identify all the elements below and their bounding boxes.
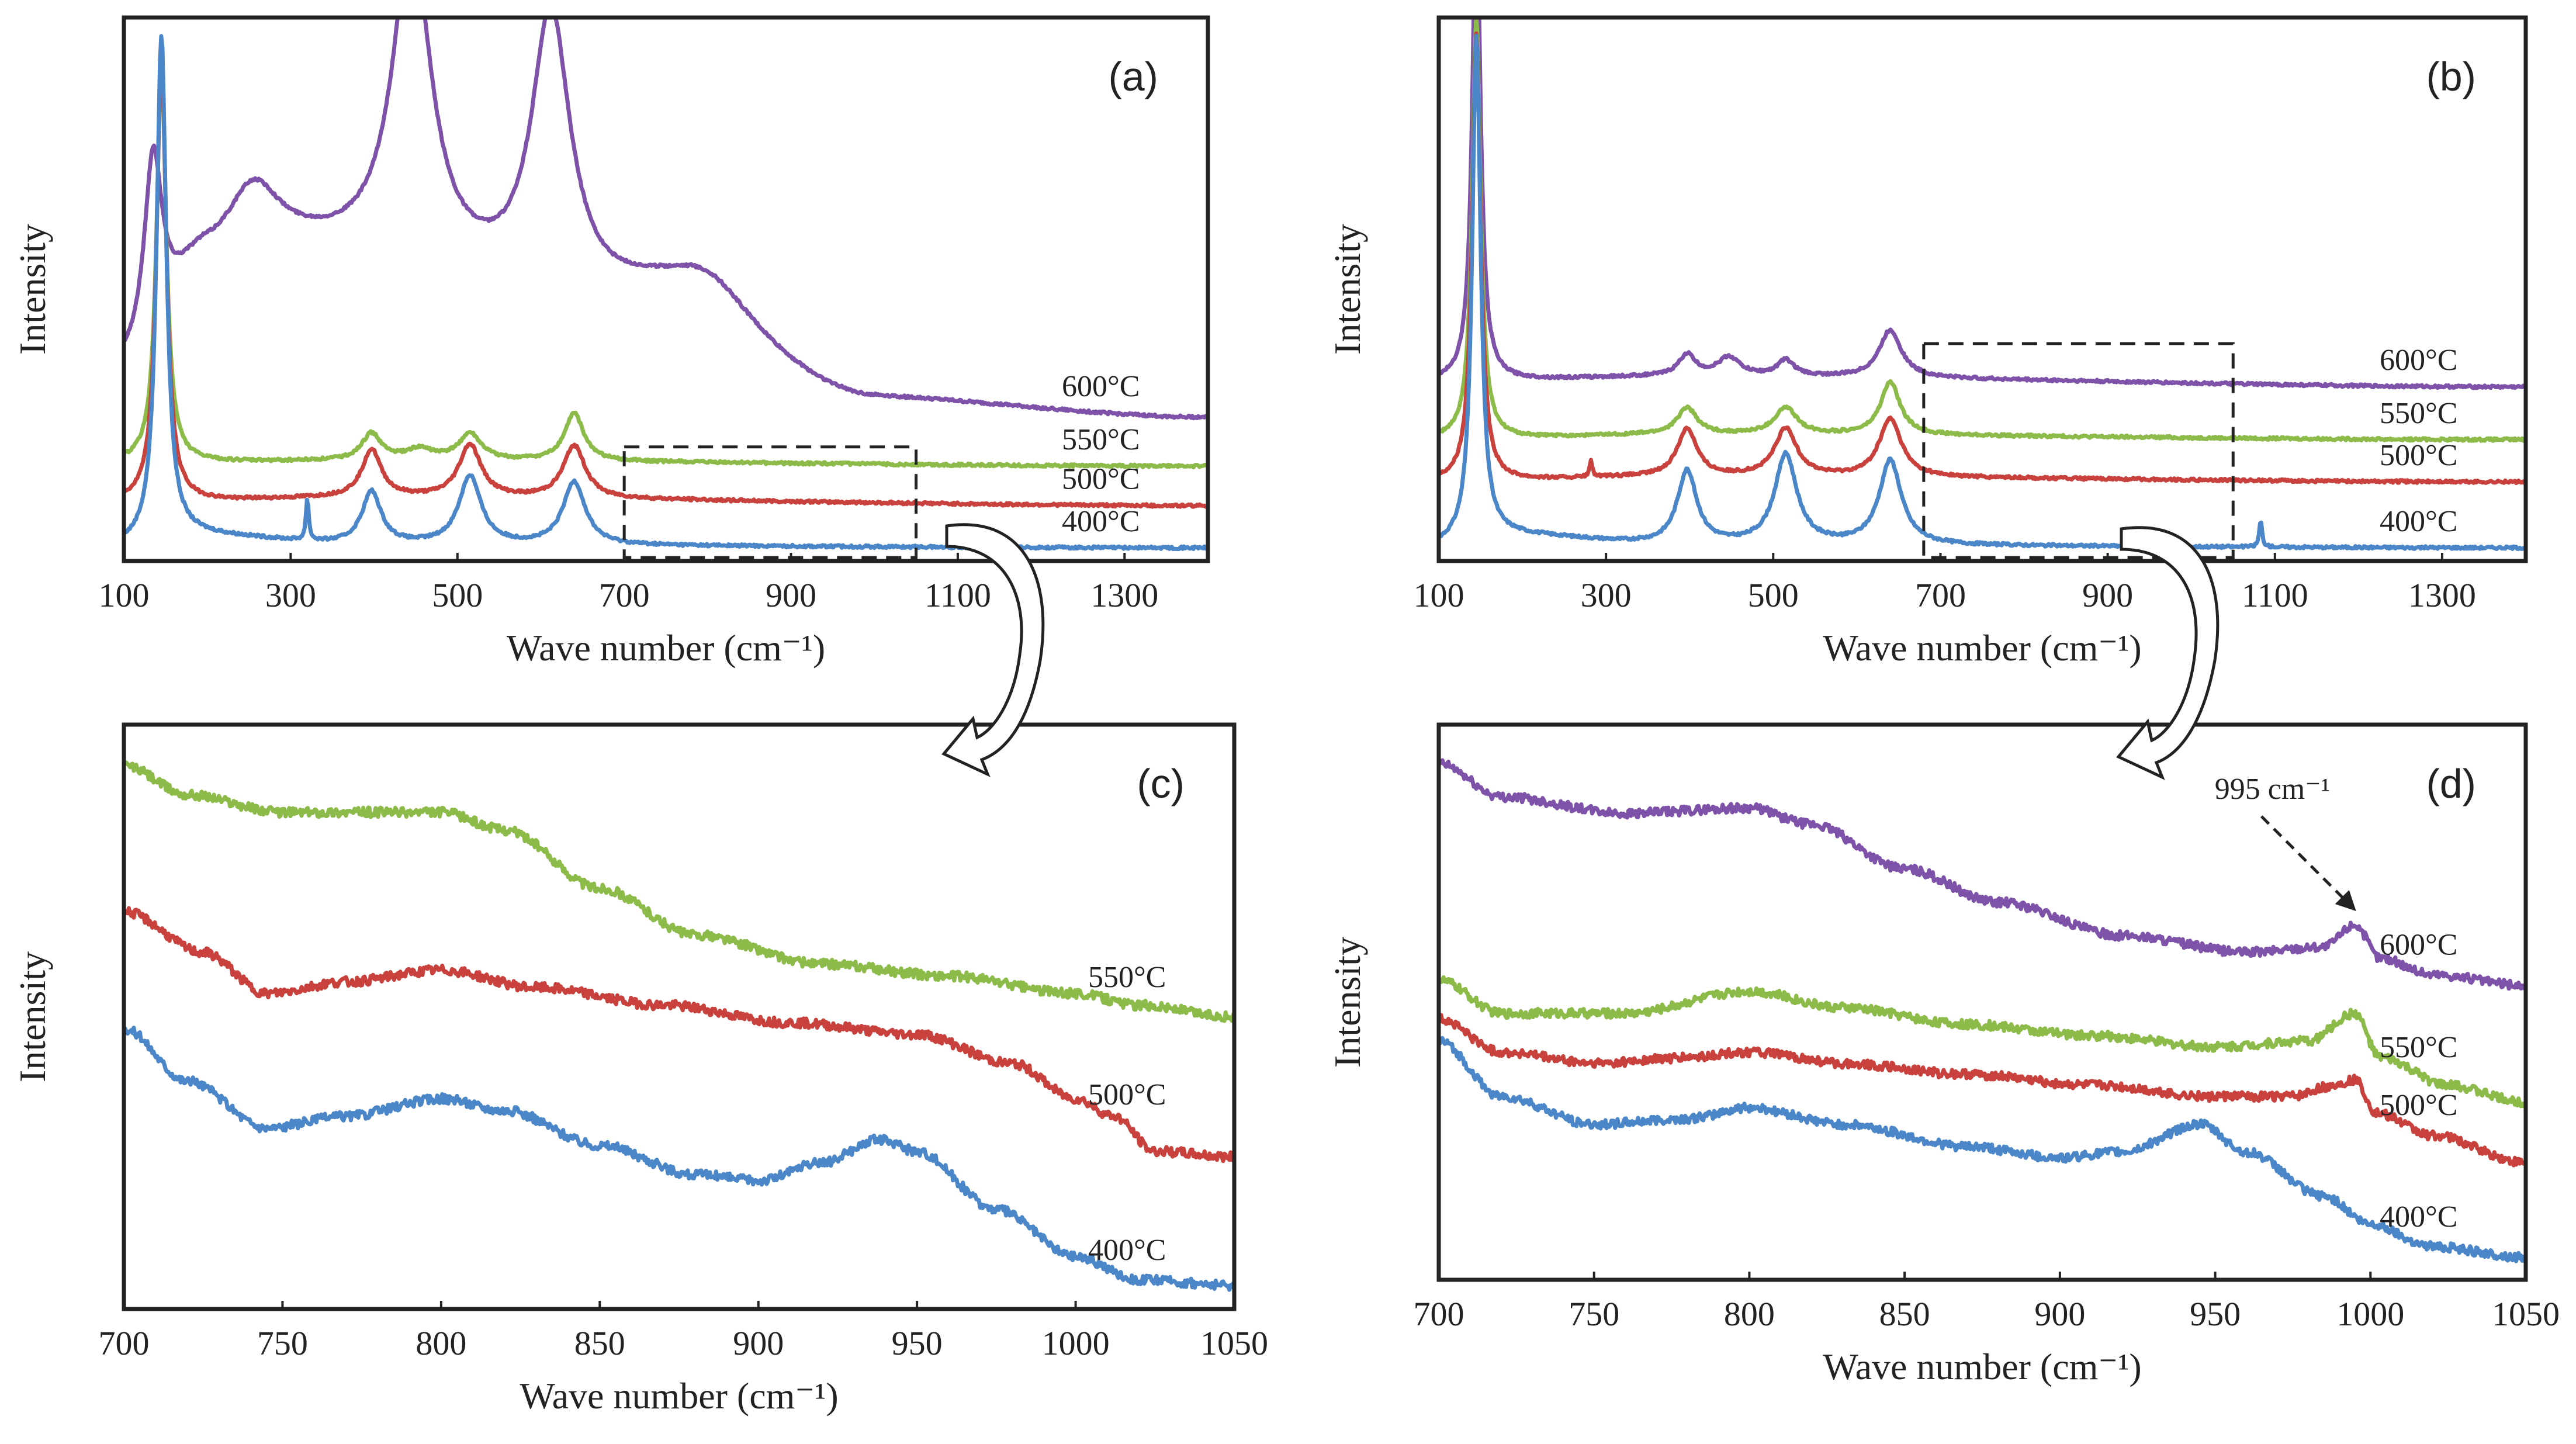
series-line-b-500c xyxy=(1439,31,2526,485)
plot-frame-d xyxy=(1436,722,2528,1282)
x-tick-label: 950 xyxy=(2190,1295,2241,1333)
series-label-b-600c: 600°C xyxy=(2380,344,2457,377)
panel-b-chart: 600°C 550°C 500°C 400°C 100 300 500 700 900 1100 1… xyxy=(1327,15,2528,669)
x-tick-label: 900 xyxy=(2082,576,2133,614)
series-label-b-550c: 550°C xyxy=(2380,397,2457,430)
panel-c-chart: 550°C 500°C 400°C 700 750 800 850 900 950 1000 105… xyxy=(12,722,1268,1417)
x-tick-label: 750 xyxy=(1569,1295,1619,1333)
series-label-d-500c: 500°C xyxy=(2380,1089,2457,1122)
series-label-d-600c: 600°C xyxy=(2380,929,2457,962)
series-line-c-400c xyxy=(124,1026,1234,1292)
series-line-d-600c xyxy=(1439,758,2526,991)
series-line-a-500c xyxy=(124,53,1208,509)
x-tick-label: 700 xyxy=(599,576,650,614)
x-tick-label: 900 xyxy=(733,1324,784,1362)
series-line-b-400c xyxy=(1439,33,2526,551)
x-axis-title-a: Wave number (cm⁻¹) xyxy=(507,627,825,669)
series-line-a-400c xyxy=(124,34,1208,551)
series-label-a-500c: 500°C xyxy=(1062,462,1140,496)
annotation-label-d: 995 cm⁻¹ xyxy=(2215,773,2331,806)
series-label-b-500c: 500°C xyxy=(2380,439,2457,472)
x-tick-label: 700 xyxy=(1414,1295,1464,1333)
series-label-a-600c: 600°C xyxy=(1062,370,1140,403)
plot-frame-a xyxy=(122,15,1210,563)
x-tick-label: 950 xyxy=(892,1324,943,1362)
zoom-link-arrow-b xyxy=(2116,526,2220,780)
x-tick-label: 850 xyxy=(1879,1295,1930,1333)
series-line-b-600c xyxy=(1439,18,2526,390)
series-line-d-400c xyxy=(1439,1036,2526,1263)
x-axis-title-d: Wave number (cm⁻¹) xyxy=(1823,1346,2141,1387)
panel-label-b: (b) xyxy=(2426,54,2476,99)
zoom-region-box-b xyxy=(1922,342,2235,559)
series-label-c-550c: 550°C xyxy=(1088,961,1166,994)
panel-a-chart: 600°C 550°C 500°C 400°C 100 300 500 700 900 1100 1… xyxy=(12,15,1210,669)
y-axis-title-b: Intensity xyxy=(1327,224,1368,355)
x-tick-label: 1000 xyxy=(1042,1324,1110,1362)
annotation-arrow-d xyxy=(2260,815,2350,905)
x-tick-label: 1300 xyxy=(2408,576,2476,614)
zoom-link-arrow-a xyxy=(941,523,1045,777)
series-label-a-400c: 400°C xyxy=(1062,505,1140,538)
series-line-a-600c xyxy=(124,18,1208,421)
x-tick-label: 1100 xyxy=(2242,576,2308,614)
x-axis-title-b: Wave number (cm⁻¹) xyxy=(1823,627,2141,669)
plot-frame-c xyxy=(122,722,1237,1311)
x-tick-label: 750 xyxy=(257,1324,308,1362)
plot-frame-b xyxy=(1436,15,2528,563)
x-tick-label: 700 xyxy=(99,1324,150,1362)
series-label-b-400c: 400°C xyxy=(2380,505,2457,538)
x-tick-label: 100 xyxy=(1414,576,1464,614)
series-label-c-400c: 400°C xyxy=(1088,1234,1166,1267)
x-tick-label: 800 xyxy=(416,1324,466,1362)
y-axis-title-a: Intensity xyxy=(12,224,53,355)
y-axis-title-c: Intensity xyxy=(12,951,53,1082)
x-tick-label: 1000 xyxy=(2336,1295,2404,1333)
x-tick-label: 900 xyxy=(766,576,816,614)
series-line-b-550c xyxy=(1439,18,2526,443)
x-tick-label: 1050 xyxy=(1200,1324,1268,1362)
series-label-c-500c: 500°C xyxy=(1088,1078,1166,1111)
series-label-a-550c: 550°C xyxy=(1062,423,1140,456)
series-label-d-400c: 400°C xyxy=(2380,1200,2457,1234)
series-label-d-550c: 550°C xyxy=(2380,1031,2457,1064)
x-tick-label: 1300 xyxy=(1090,576,1158,614)
series-line-d-550c xyxy=(1439,975,2526,1109)
x-tick-label: 100 xyxy=(99,576,150,614)
x-axis-title-c: Wave number (cm⁻¹) xyxy=(520,1375,838,1417)
x-tick-label: 1100 xyxy=(925,576,991,614)
x-tick-label: 850 xyxy=(574,1324,625,1362)
panel-label-d: (d) xyxy=(2426,761,2476,806)
panel-label-a: (a) xyxy=(1108,54,1158,99)
x-tick-label: 300 xyxy=(1581,576,1632,614)
x-tick-label: 800 xyxy=(1724,1295,1775,1333)
x-tick-label: 500 xyxy=(1748,576,1799,614)
series-line-a-550c xyxy=(124,65,1208,470)
x-tick-label: 300 xyxy=(265,576,316,614)
y-axis-title-d: Intensity xyxy=(1327,937,1368,1068)
panel-label-c: (c) xyxy=(1137,761,1185,806)
series-line-d-500c xyxy=(1439,1013,2526,1168)
x-tick-label: 500 xyxy=(432,576,483,614)
x-tick-label: 900 xyxy=(2034,1295,2085,1333)
panel-d-chart: 600°C 550°C 500°C 400°C 700 750 800 850 900 950 10… xyxy=(1327,722,2560,1387)
x-tick-label: 700 xyxy=(1915,576,1966,614)
annotation-arrowhead-d xyxy=(2335,890,2356,911)
x-tick-label: 1050 xyxy=(2492,1295,2560,1333)
zoom-region-box-a xyxy=(622,445,918,559)
series-line-c-550c xyxy=(124,760,1234,1023)
series-line-c-500c xyxy=(124,906,1234,1163)
